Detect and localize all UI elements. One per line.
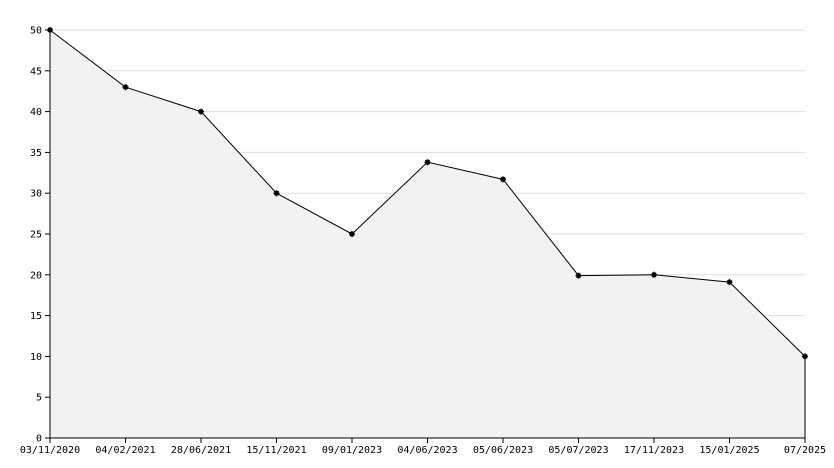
marker — [575, 272, 582, 279]
x-tick-label: 05/06/2023 — [473, 445, 533, 456]
y-tick-label: 5 — [36, 393, 42, 404]
marker — [651, 271, 657, 278]
marker — [424, 159, 431, 166]
y-tick-label: 25 — [30, 230, 42, 241]
x-tick-label: 04/06/2023 — [397, 445, 457, 456]
marker — [802, 353, 808, 360]
marker — [273, 190, 280, 197]
x-tick-label: 04/02/2021 — [95, 445, 155, 456]
y-tick-label: 10 — [30, 352, 42, 363]
y-tick-label: 20 — [30, 270, 42, 281]
x-tick-label: 28/06/2021 — [171, 445, 231, 456]
marker — [349, 231, 355, 237]
marker — [726, 279, 733, 286]
x-tick-label: 15/01/2025 — [699, 445, 759, 456]
y-tick-label: 15 — [30, 311, 42, 322]
y-tick-label: 40 — [30, 107, 42, 118]
y-tick-label: 50 — [30, 26, 42, 37]
y-tick-label: 45 — [30, 66, 42, 77]
x-tick-label: 03/11/2020 — [20, 445, 80, 456]
y-tick-label: 35 — [30, 148, 42, 159]
x-tick-label: 09/01/2023 — [322, 445, 382, 456]
x-tick-label: 15/11/2021 — [246, 445, 306, 456]
marker — [198, 108, 204, 115]
y-tick-label: 30 — [30, 189, 42, 200]
x-tick-label: 07/2025 — [784, 445, 826, 456]
marker — [500, 176, 506, 183]
marker — [122, 84, 129, 91]
y-tick-label: 0 — [36, 434, 42, 445]
x-tick-label: 05/07/2023 — [548, 445, 608, 456]
x-tick-label: 17/11/2023 — [624, 445, 684, 456]
area — [50, 30, 805, 438]
